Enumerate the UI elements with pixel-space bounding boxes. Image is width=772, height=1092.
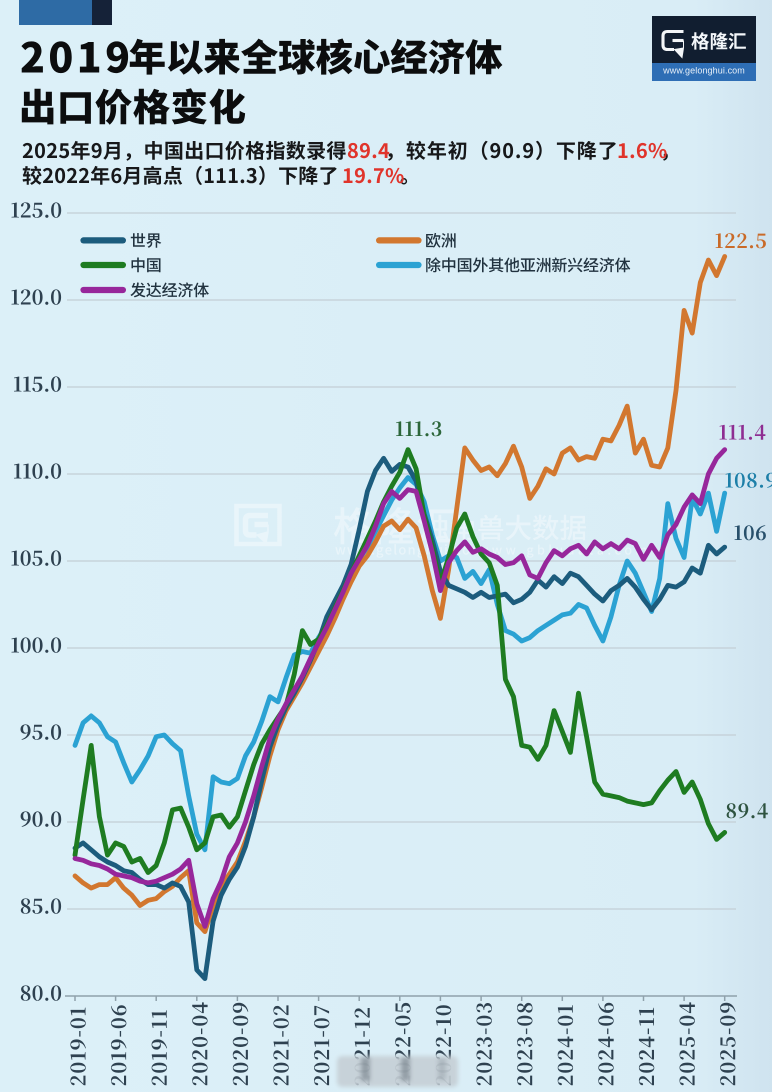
svg-text:www.gelonghui.com: www.gelonghui.com [662,66,745,76]
